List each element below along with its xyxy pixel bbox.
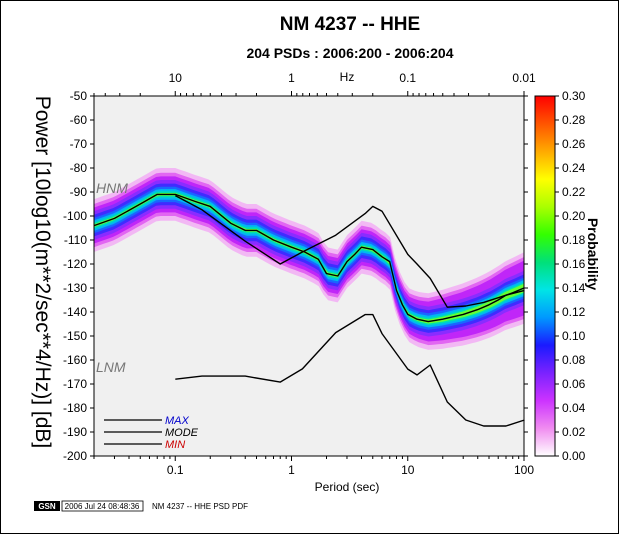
y-tick-label: -190 — [63, 425, 87, 439]
gsn-logo-text: GSN — [38, 502, 56, 511]
y-tick-label: -110 — [64, 233, 87, 247]
y-tick-label: -60 — [70, 113, 88, 127]
legend: MAX MODE MIN — [104, 415, 199, 451]
y-tick-label: -90 — [70, 185, 88, 199]
x-tick-label: 10 — [401, 463, 415, 477]
chart-title: NM 4237 -- HHE — [280, 14, 420, 35]
gsn-logo — [34, 501, 60, 511]
colorbar-tick-label: 0.26 — [562, 137, 586, 151]
x-tick-label: 0.1 — [167, 463, 184, 477]
footer: GSN 2006 Jul 24 08:48:36 NM 4237 -- HHE … — [34, 500, 248, 512]
colorbar-tick-label: 0.30 — [562, 89, 586, 103]
y-tick-label: -200 — [63, 449, 87, 463]
legend-label-min: MIN — [165, 439, 185, 451]
colorbar-tick-label: 0.18 — [562, 233, 586, 247]
legend-label-max: MAX — [165, 415, 190, 427]
top-tick-label: 0.1 — [399, 71, 416, 85]
x-axis: 0.1 1 10 100 — [93, 456, 534, 477]
chart-subtitle: 204 PSDs : 2006:200 - 2006:204 — [246, 45, 453, 61]
y-tick-label: -180 — [63, 401, 87, 415]
plot-border — [93, 95, 525, 457]
top-tick-label: 10 — [169, 71, 183, 85]
series-mode-line — [93, 193, 525, 323]
y-tick-label: -80 — [70, 161, 88, 175]
colorbar-tick-label: 0.12 — [562, 305, 586, 319]
density-level — [94, 189, 524, 328]
y-tick-label: -170 — [63, 377, 87, 391]
colorbar — [534, 95, 556, 457]
colorbar-tick-label: 0.04 — [562, 401, 586, 415]
colorbar-tick-label: 0.20 — [562, 209, 586, 223]
legend-label-mode: MODE — [165, 427, 199, 439]
y-axis: -50 -60 -70 -80 -90 -100 -110 -120 -130 -140 -150 -… — [63, 89, 528, 463]
x-tick-label: 1 — [288, 463, 295, 477]
colorbar-tick-label: 0.00 — [562, 449, 586, 463]
density-band — [94, 168, 524, 350]
y-tick-label: -50 — [70, 89, 88, 103]
footer-timestamp: 2006 Jul 24 08:48:36 — [65, 502, 140, 511]
y-tick-label: -130 — [63, 281, 87, 295]
y-axis-label: Power [10log10(m**2/sec**4/Hz)] [dB] — [31, 96, 54, 449]
footer-caption: NM 4237 -- HHE PSD PDF — [152, 502, 248, 511]
curves — [93, 193, 525, 427]
colorbar-tick-label: 0.10 — [562, 329, 586, 343]
y-tick-label: -70 — [70, 137, 88, 151]
top-tick-label: 1 — [288, 71, 295, 85]
top-tick-label: 0.01 — [512, 71, 536, 85]
colorbar-tick-label: 0.06 — [562, 377, 586, 391]
colorbar-tick-label: 0.24 — [562, 161, 586, 175]
lnm-label: LNM — [96, 359, 126, 375]
series-hnm-line — [174, 194, 525, 308]
y-tick-label: -120 — [63, 257, 87, 271]
colorbar-tick-label: 0.02 — [562, 425, 586, 439]
y-tick-label: -160 — [63, 353, 87, 367]
colorbar-ticks: 0.00 0.02 0.04 0.06 0.08 0.10 0.12 0.14 0.16 0.18… — [555, 89, 586, 463]
colorbar-tick-label: 0.16 — [562, 257, 586, 271]
x-tick-label: 100 — [514, 463, 534, 477]
colorbar-tick-label: 0.22 — [562, 185, 586, 199]
colorbar-tick-label: 0.14 — [562, 281, 586, 295]
top-axis-label: Hz — [340, 70, 355, 84]
y-tick-label: -150 — [63, 329, 87, 343]
hnm-label: HNM — [96, 180, 128, 196]
x-axis-label: Period (sec) — [315, 480, 380, 494]
colorbar-tick-label: 0.28 — [562, 113, 586, 127]
series-lnm-line — [175, 313, 525, 427]
top-axis: 10 1 0.1 0.01 — [93, 71, 536, 96]
y-tick-label: -100 — [63, 209, 87, 223]
colorbar-tick-label: 0.08 — [562, 353, 586, 367]
y-tick-label: -140 — [63, 305, 87, 319]
timestamp-box — [61, 500, 144, 512]
colorbar-label: Probability — [585, 218, 601, 291]
